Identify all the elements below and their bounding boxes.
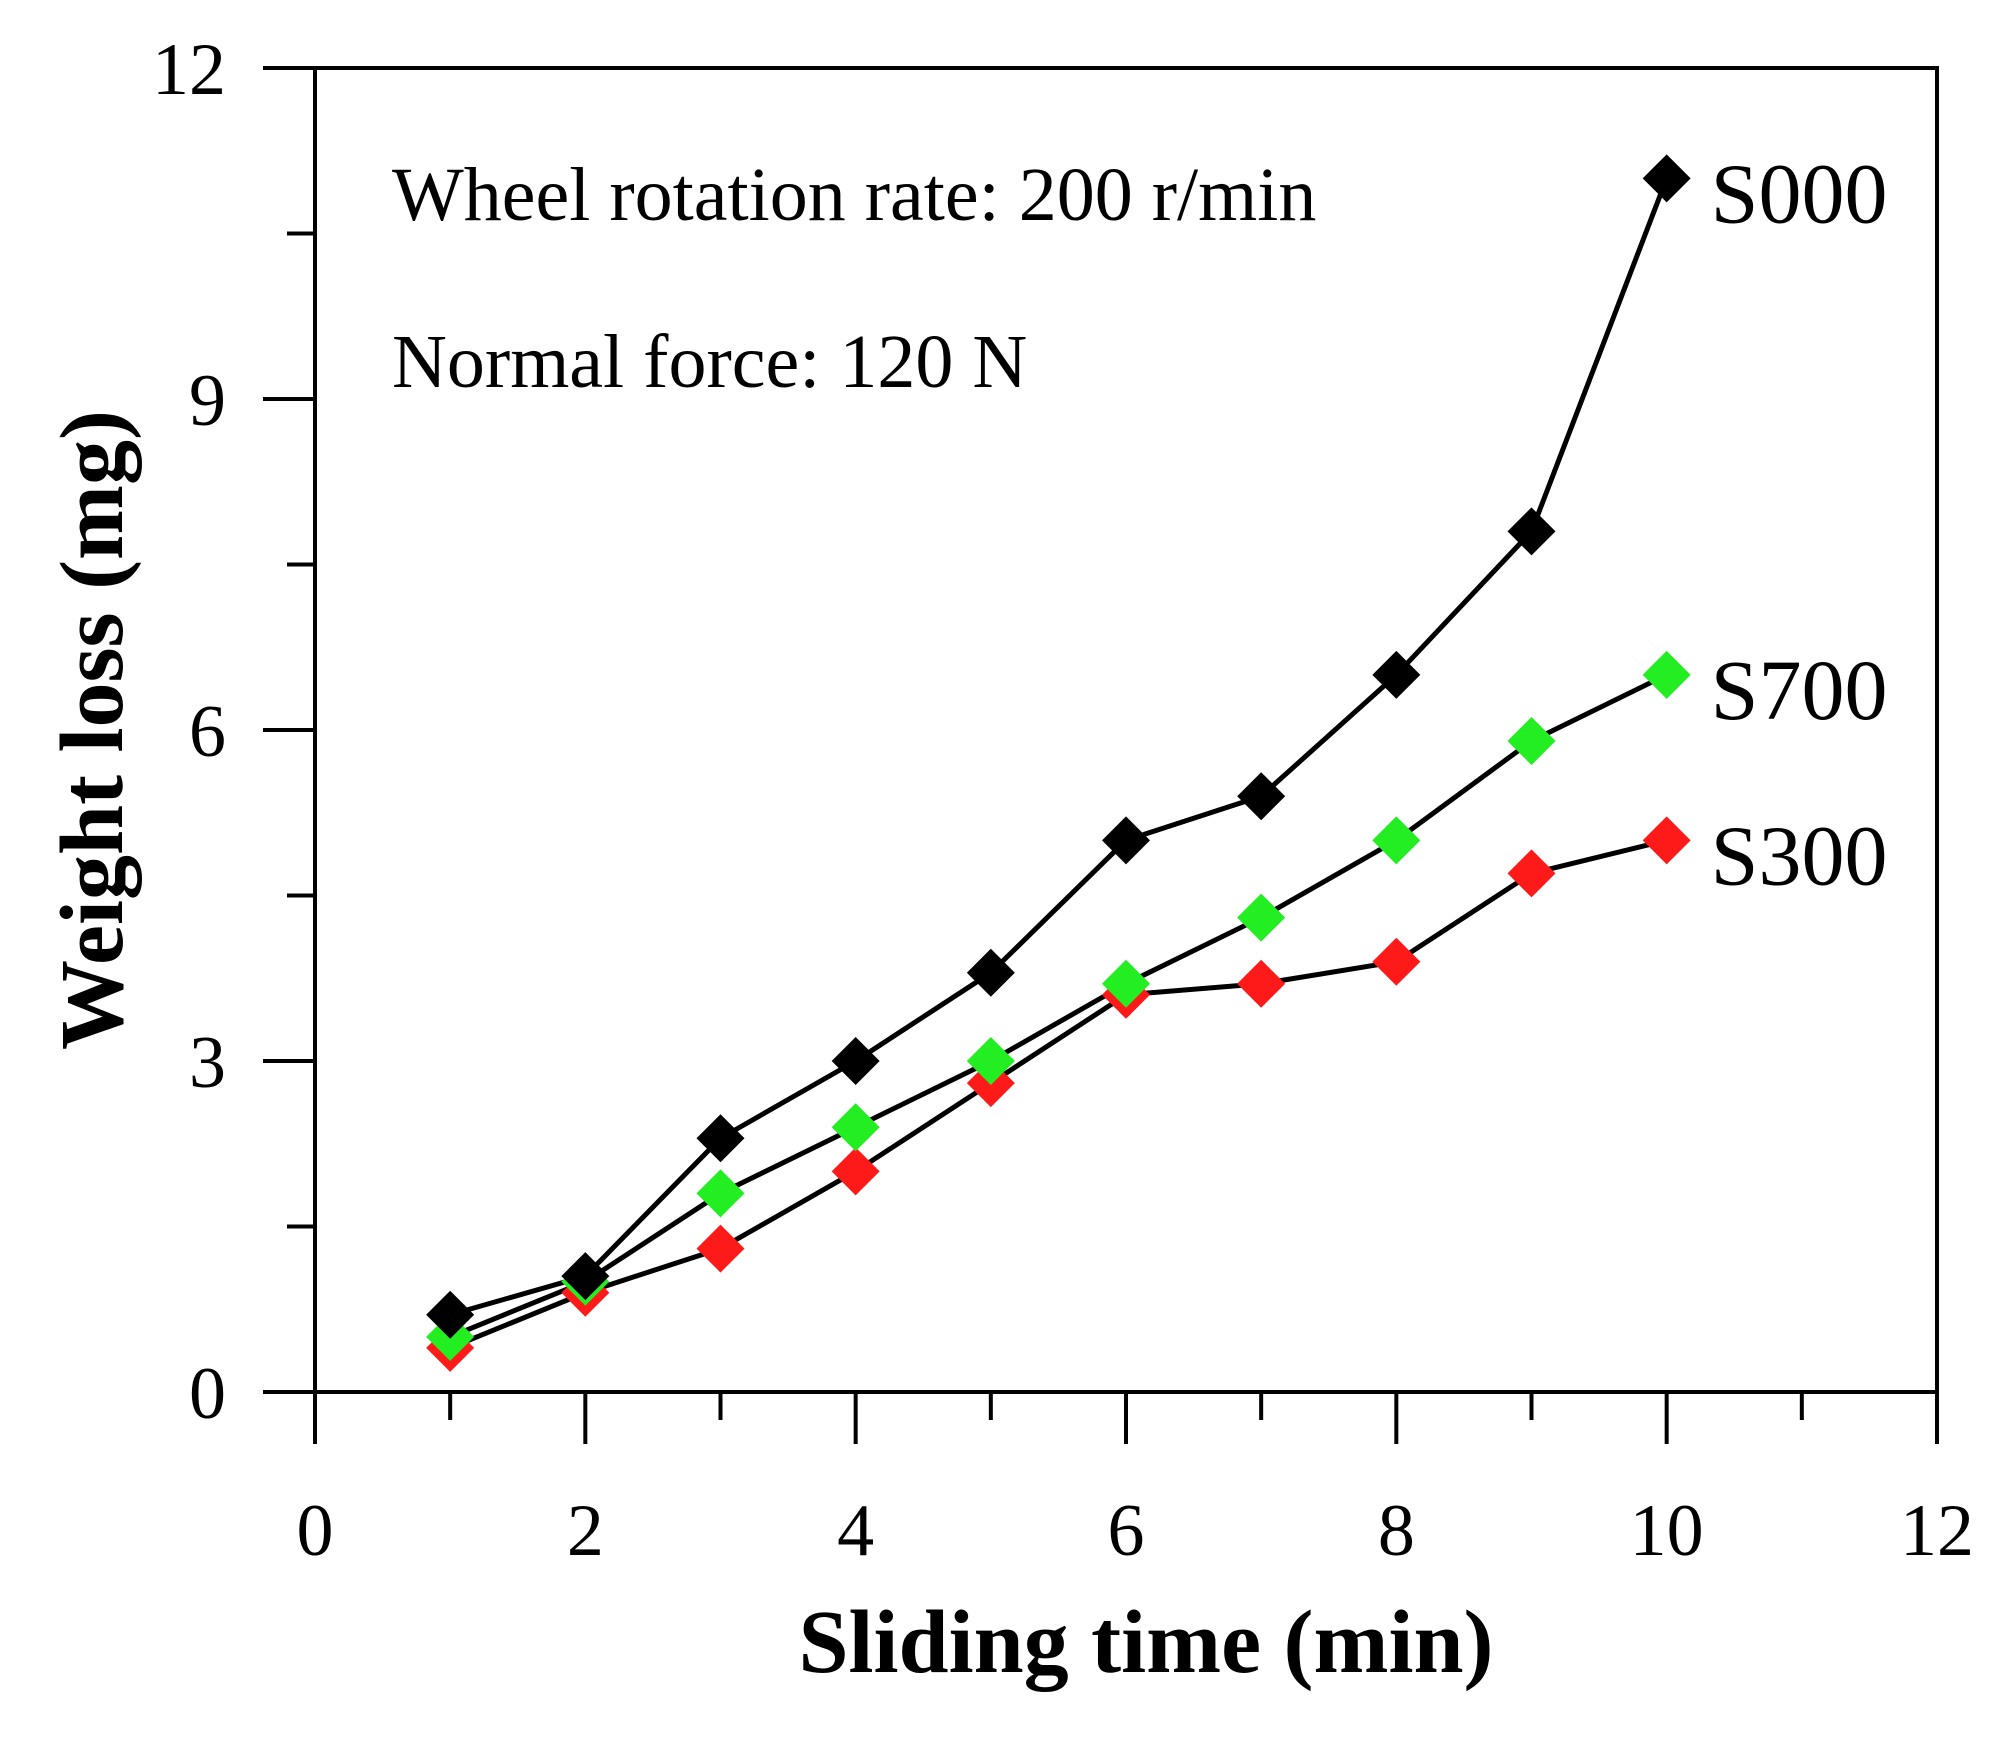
data-point-s700 [1642, 650, 1691, 699]
data-point-s300 [1507, 849, 1556, 898]
annotation-text: Normal force: 120 N [392, 320, 1027, 404]
x-tick-label: 8 [1378, 1490, 1415, 1572]
data-point-s300 [1642, 816, 1691, 865]
data-point-s700 [1372, 816, 1421, 865]
data-point-s300 [1237, 959, 1286, 1008]
plot-frame [313, 66, 1939, 1394]
x-tick-label: 10 [1630, 1490, 1704, 1572]
y-tick-label: 12 [152, 29, 226, 111]
data-point-s700 [1237, 893, 1286, 942]
series-label-s700: S700 [1711, 642, 1888, 738]
data-point-s000 [426, 1290, 475, 1339]
data-point-s700 [1102, 959, 1150, 1008]
y-tick-label: 6 [189, 691, 226, 773]
y-tick-label: 9 [189, 360, 226, 442]
data-point-s000 [831, 1037, 880, 1085]
series-line-s700 [449, 672, 1668, 1340]
x-tick-label: 12 [1900, 1490, 1974, 1572]
data-point-s000 [1642, 154, 1691, 203]
series-label-s000: S000 [1711, 145, 1888, 241]
data-point-s000 [696, 1114, 745, 1163]
axes-layer [263, 66, 1939, 1444]
series-label-s300: S300 [1711, 807, 1888, 903]
x-tick-label: 6 [1108, 1490, 1145, 1572]
data-point-s000 [1372, 650, 1421, 699]
data-point-s000 [966, 948, 1015, 997]
y-tick-label: 0 [189, 1353, 226, 1435]
data-point-s300 [1372, 937, 1421, 986]
x-tick-label: 2 [567, 1490, 604, 1572]
data-point-s700 [1507, 717, 1556, 766]
series-markers-layer [426, 154, 1691, 1372]
series-lines-layer [449, 177, 1670, 1351]
data-point-s700 [696, 1169, 745, 1218]
y-tick-label: 3 [189, 1022, 226, 1104]
data-point-s000 [1102, 816, 1150, 865]
text-layer: 0 2 4 6 8 10 12 0 3 6 9 12 Sliding time (min) Weight … [43, 29, 1974, 1692]
x-tick-label: 4 [837, 1490, 874, 1572]
annotation-text: Wheel rotation rate: 200 r/min [392, 153, 1316, 237]
x-tick-label: 0 [297, 1490, 334, 1572]
data-point-s700 [831, 1103, 880, 1152]
data-point-s700 [966, 1037, 1015, 1085]
y-axis-title: Weight loss (mg) [43, 410, 142, 1050]
data-point-s000 [1237, 772, 1286, 821]
data-point-s000 [561, 1252, 610, 1301]
series-line-s300 [449, 837, 1668, 1351]
data-point-s000 [1507, 507, 1556, 556]
data-point-s300 [831, 1147, 880, 1196]
data-point-s300 [696, 1224, 745, 1273]
series-line-s000 [449, 177, 1670, 1318]
x-axis-title: Sliding time (min) [798, 1593, 1493, 1692]
